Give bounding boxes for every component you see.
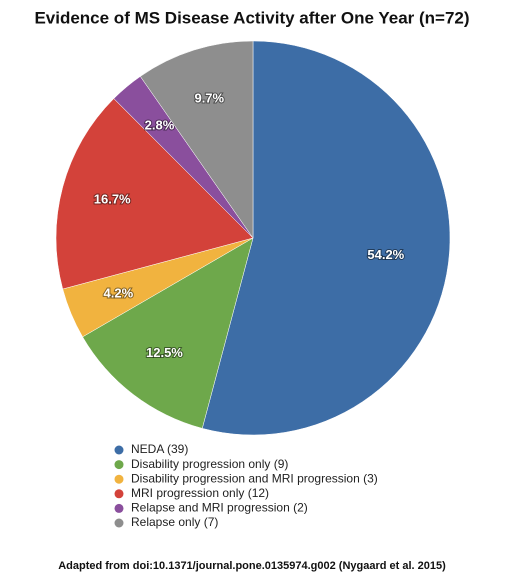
legend-marker: [114, 503, 124, 513]
legend-marker: [114, 489, 124, 499]
slice-label: 4.2%: [104, 285, 134, 300]
slice-label: 12.5%: [146, 345, 183, 360]
pie-slice: [201, 40, 451, 436]
slice-label: 2.8%: [145, 118, 175, 133]
legend-label: NEDA (39): [131, 442, 188, 456]
legend-label: Relapse and MRI progression (2): [131, 501, 308, 515]
slice-label: 54.2%: [367, 247, 404, 262]
legend-label: Disability progression only (9): [131, 457, 288, 471]
legend-marker: [114, 445, 124, 455]
slice-label: 16.7%: [94, 192, 131, 207]
legend-label: Disability progression and MRI progressi…: [131, 471, 378, 485]
pie-slice: [139, 40, 254, 239]
source-note: Adapted from doi:10.1371/journal.pone.01…: [58, 560, 446, 572]
pie-slice: [82, 237, 254, 429]
legend-marker: [114, 474, 124, 484]
pie-slice: [55, 98, 254, 290]
legend-label: MRI progression only (12): [131, 486, 269, 500]
legend-label: Relapse only (7): [131, 515, 218, 529]
legend-marker: [114, 460, 124, 470]
slice-label: 9.7%: [194, 90, 224, 105]
legend-marker: [114, 518, 124, 528]
chart-title: Evidence of MS Disease Activity after On…: [34, 8, 469, 27]
